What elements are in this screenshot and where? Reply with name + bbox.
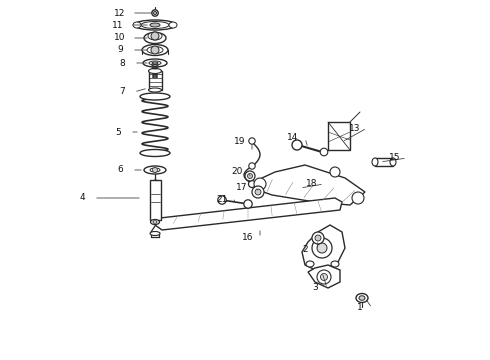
- Text: 2: 2: [302, 246, 308, 255]
- Circle shape: [315, 235, 321, 241]
- Polygon shape: [258, 165, 365, 205]
- Ellipse shape: [140, 93, 170, 100]
- Circle shape: [247, 174, 252, 179]
- Ellipse shape: [133, 22, 141, 28]
- Text: 17: 17: [236, 184, 248, 193]
- Ellipse shape: [150, 220, 160, 225]
- Ellipse shape: [331, 261, 339, 267]
- Ellipse shape: [153, 221, 157, 223]
- Ellipse shape: [148, 68, 162, 73]
- Circle shape: [244, 200, 252, 208]
- Circle shape: [352, 192, 364, 204]
- Ellipse shape: [141, 22, 169, 28]
- Circle shape: [317, 270, 331, 284]
- Ellipse shape: [144, 32, 166, 44]
- Ellipse shape: [150, 231, 160, 235]
- Ellipse shape: [148, 32, 162, 40]
- Ellipse shape: [144, 166, 166, 174]
- Text: 5: 5: [115, 127, 121, 136]
- Circle shape: [151, 46, 159, 54]
- Ellipse shape: [373, 159, 383, 165]
- Ellipse shape: [148, 88, 162, 92]
- Text: 4: 4: [79, 194, 85, 202]
- Text: 8: 8: [119, 58, 125, 68]
- Ellipse shape: [142, 45, 168, 55]
- Text: 7: 7: [119, 87, 125, 96]
- Circle shape: [320, 148, 328, 156]
- Circle shape: [254, 178, 266, 190]
- Circle shape: [153, 12, 156, 14]
- Text: 18: 18: [306, 180, 318, 189]
- Circle shape: [312, 232, 324, 244]
- Circle shape: [320, 274, 327, 280]
- Polygon shape: [148, 71, 162, 90]
- Text: 20: 20: [231, 167, 243, 176]
- Circle shape: [248, 180, 255, 188]
- Text: 9: 9: [117, 45, 123, 54]
- Text: 21: 21: [216, 195, 228, 204]
- Text: 13: 13: [349, 123, 361, 132]
- Text: 15: 15: [389, 153, 401, 162]
- Ellipse shape: [149, 61, 161, 65]
- Circle shape: [151, 32, 159, 40]
- Text: 3: 3: [312, 284, 318, 292]
- Ellipse shape: [150, 168, 160, 172]
- Text: 12: 12: [114, 9, 126, 18]
- Ellipse shape: [150, 23, 160, 27]
- Text: 14: 14: [287, 134, 299, 143]
- Circle shape: [152, 10, 158, 16]
- Text: 10: 10: [114, 33, 126, 42]
- Ellipse shape: [140, 149, 170, 157]
- Text: 16: 16: [242, 234, 254, 243]
- Text: 11: 11: [112, 21, 124, 30]
- Circle shape: [255, 189, 261, 195]
- Circle shape: [249, 138, 255, 144]
- Circle shape: [312, 238, 332, 258]
- Circle shape: [252, 186, 264, 198]
- Polygon shape: [302, 225, 345, 272]
- Ellipse shape: [356, 293, 368, 302]
- Polygon shape: [155, 198, 342, 230]
- Text: 6: 6: [117, 166, 123, 175]
- Circle shape: [218, 196, 226, 204]
- Ellipse shape: [147, 46, 163, 54]
- Ellipse shape: [306, 261, 314, 267]
- Polygon shape: [149, 180, 161, 220]
- Circle shape: [292, 140, 302, 150]
- Circle shape: [152, 167, 157, 172]
- Ellipse shape: [390, 158, 396, 166]
- Text: 1: 1: [357, 303, 363, 312]
- Ellipse shape: [143, 59, 167, 67]
- Circle shape: [249, 163, 255, 169]
- Ellipse shape: [134, 20, 176, 30]
- Polygon shape: [308, 265, 340, 288]
- Polygon shape: [328, 122, 350, 150]
- Ellipse shape: [372, 158, 378, 166]
- Circle shape: [245, 171, 255, 181]
- Circle shape: [317, 243, 327, 253]
- Text: 19: 19: [234, 138, 246, 147]
- Bar: [375, 158, 393, 166]
- Circle shape: [330, 167, 340, 177]
- Ellipse shape: [169, 22, 177, 28]
- Ellipse shape: [359, 296, 365, 300]
